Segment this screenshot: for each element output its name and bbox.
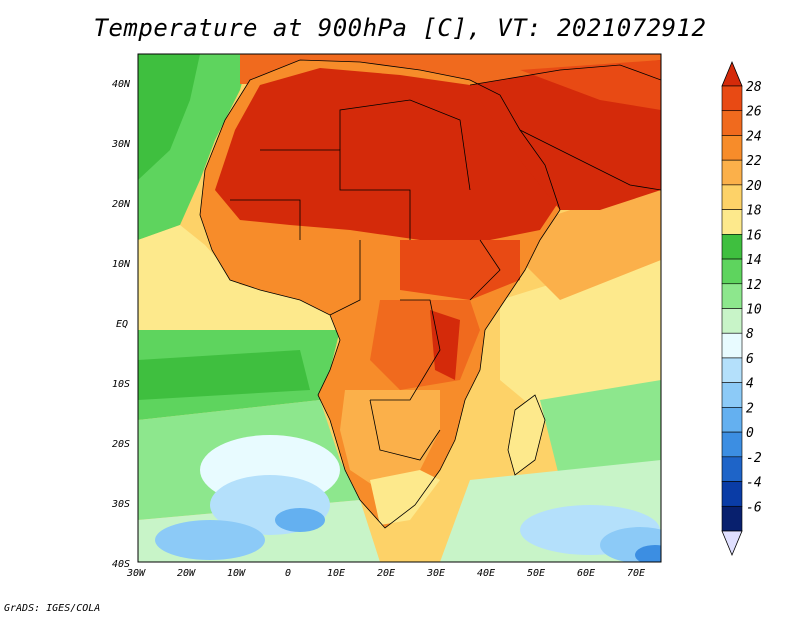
colorbar-box (721, 184, 743, 210)
colorbar-box (721, 357, 743, 383)
lon-tick-label: 60E (577, 568, 595, 579)
colorbar-box (721, 407, 743, 433)
lon-axis: 30W 20W 10W 0 10E 20E 30E 40E 50E 60E 70… (126, 568, 645, 579)
colorbar-label: 20 (746, 179, 762, 194)
lat-tick-label: 20S (112, 439, 130, 450)
lat-tick-label: 40N (112, 79, 131, 90)
colorbar-box (721, 135, 743, 161)
colorbar-box (721, 456, 743, 482)
colorbar-label: 10 (746, 303, 762, 318)
lat-tick-label: EQ (116, 319, 128, 330)
temperature-field (138, 54, 661, 562)
lon-tick-label: 40E (477, 568, 495, 579)
lon-tick-label: 30E (426, 568, 445, 579)
lat-tick-label: 20N (112, 199, 131, 210)
colorbar-box (721, 234, 743, 260)
colorbar-box (721, 481, 743, 507)
lat-tick-label: 10S (112, 379, 130, 390)
credit-text: GrADS: IGES/COLA (4, 603, 101, 614)
colorbar-label: 6 (746, 352, 754, 367)
colorbar-label: -6 (746, 500, 762, 515)
lat-axis: 40N 30N 20N 10N EQ 10S 20S 30S 40S (111, 79, 131, 570)
colorbar-label: 12 (746, 278, 762, 293)
colorbar-min-arrow (721, 530, 743, 557)
lat-tick-label: 10N (112, 259, 131, 270)
lon-tick-label: 20W (177, 568, 196, 579)
country-borders (199, 59, 661, 529)
colorbar-label: 0 (746, 426, 754, 441)
colorbar-box (721, 382, 743, 408)
colorbar-box (721, 85, 743, 112)
colorbar-label: 28 (746, 80, 762, 95)
colorbar-label: -2 (746, 451, 762, 466)
colorbar-label: 18 (746, 204, 762, 219)
lon-tick-label: 30W (126, 568, 146, 579)
lat-tick-label: 40S (112, 559, 130, 570)
lon-tick-label: 70E (627, 568, 645, 579)
lat-tick-label: 30N (111, 139, 131, 150)
colorbar-box (721, 505, 743, 532)
colorbar-label: 16 (746, 228, 762, 243)
map-frame (137, 53, 662, 563)
lat-tick-label: 30S (111, 499, 130, 510)
colorbar-label: 2 (746, 401, 754, 416)
colorbar-label: 22 (746, 154, 762, 169)
colorbar-box (721, 431, 743, 458)
colorbar-label: 4 (746, 377, 754, 392)
colorbar-label: 14 (746, 253, 762, 268)
colorbar-label: -4 (746, 476, 762, 491)
colorbar-box (721, 209, 743, 235)
colorbar-box (721, 258, 743, 285)
colorbar-label: 24 (746, 129, 762, 144)
lon-tick-label: 10W (227, 568, 246, 579)
lon-tick-label: 50E (527, 568, 545, 579)
colorbar-box (721, 308, 743, 334)
colorbar-box (721, 159, 743, 186)
lon-tick-label: 20E (377, 568, 395, 579)
colorbar-box (721, 283, 743, 309)
colorbar-label: 8 (746, 327, 754, 342)
lon-tick-label: 0 (285, 568, 291, 579)
colorbar-box (721, 332, 743, 359)
colorbar-label: 26 (746, 105, 762, 120)
colorbar-box (721, 110, 743, 136)
colorbar-max-arrow (721, 60, 743, 87)
chart-title: Temperature at 900hPa [C], VT: 202107291… (93, 14, 707, 42)
lon-tick-label: 10E (327, 568, 345, 579)
